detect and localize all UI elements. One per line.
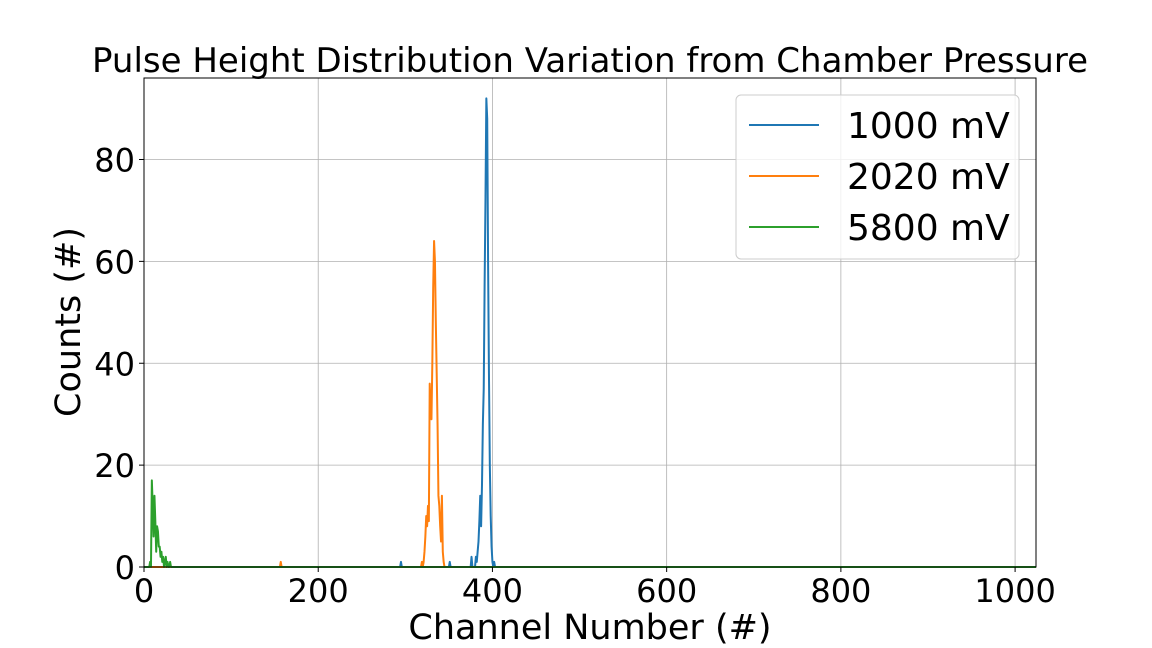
y-axis-label: Counts (#) (49, 227, 89, 417)
y-tick-label-80: 80 (94, 142, 135, 180)
chart-title: Pulse Height Distribution Variation from… (92, 41, 1088, 81)
axis-ticks: 0 200 400 600 800 1000 0 20 40 60 80 (94, 142, 1056, 611)
series-line-1000-mv (144, 97, 1036, 568)
x-tick-label-200: 200 (288, 572, 349, 610)
legend-label-5800-mv: 5800 mV (847, 208, 1010, 249)
x-tick-label-1000: 1000 (974, 572, 1055, 610)
legend-label-1000-mv: 1000 mV (847, 106, 1010, 147)
y-tick-label-60: 60 (94, 243, 135, 281)
x-tick-label-0: 0 (134, 572, 154, 610)
legend-label-2020-mv: 2020 mV (847, 157, 1010, 198)
legend: 1000 mV 2020 mV 5800 mV (735, 94, 1020, 260)
y-tick-label-20: 20 (94, 447, 135, 485)
x-axis-label: Channel Number (#) (408, 608, 771, 648)
plot-frame (143, 77, 1037, 568)
x-tick-label-800: 800 (810, 572, 871, 610)
x-tick-label-400: 400 (462, 572, 523, 610)
y-tick-label-40: 40 (94, 345, 135, 383)
x-tick-label-600: 600 (636, 572, 697, 610)
y-tick-label-0: 0 (115, 549, 135, 587)
legend-frame (735, 94, 1020, 260)
